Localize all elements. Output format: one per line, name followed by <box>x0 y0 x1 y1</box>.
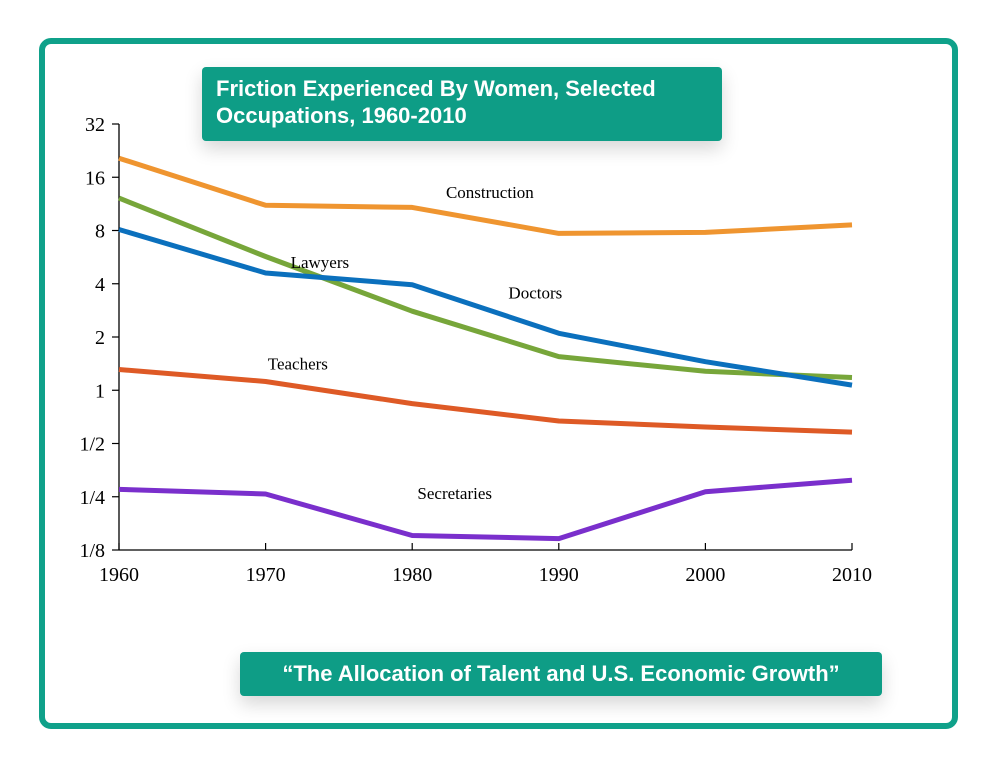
series-line-secretaries <box>118 477 853 542</box>
series-labels: Construction Lawyers Doctors Teachers Secret… <box>268 183 562 503</box>
series-line-lawyers <box>118 195 853 380</box>
series-label-teachers: Teachers <box>268 355 328 374</box>
x-tick-label: 2010 <box>832 564 872 586</box>
x-tick-label: 2000 <box>685 564 725 586</box>
y-tick-label: 4 <box>95 274 105 296</box>
source-citation: “The Allocation of Talent and U.S. Econo… <box>240 652 882 696</box>
series-label-construction: Construction <box>446 183 534 202</box>
x-tick-label: 1970 <box>246 564 286 586</box>
chart-title: Friction Experienced By Women, Selected … <box>202 67 722 141</box>
x-tick-label: 1990 <box>539 564 579 586</box>
series-label-doctors: Doctors <box>508 284 562 303</box>
ticks: 1/8 1/4 1/2 1 2 4 8 16 32 1960 1970 1980 1990 2000 201… <box>79 114 872 586</box>
series-line-teachers <box>118 367 853 435</box>
series-label-lawyers: Lawyers <box>291 253 350 272</box>
series-lines <box>118 155 853 542</box>
y-tick-label: 16 <box>85 167 105 189</box>
series-label-secretaries: Secretaries <box>417 484 492 503</box>
y-tick-label: 32 <box>85 114 105 136</box>
chart-card <box>39 38 958 729</box>
y-tick-label: 1 <box>95 380 105 402</box>
series-line-construction <box>118 155 853 236</box>
x-tick-label: 1980 <box>392 564 432 586</box>
series-line-doctors <box>118 227 853 388</box>
y-tick-label: 2 <box>95 327 105 349</box>
y-tick-label: 8 <box>95 221 105 243</box>
y-tick-label: 1/8 <box>79 540 105 562</box>
y-tick-label: 1/4 <box>79 487 105 509</box>
x-tick-label: 1960 <box>99 564 139 586</box>
y-tick-label: 1/2 <box>79 434 105 456</box>
